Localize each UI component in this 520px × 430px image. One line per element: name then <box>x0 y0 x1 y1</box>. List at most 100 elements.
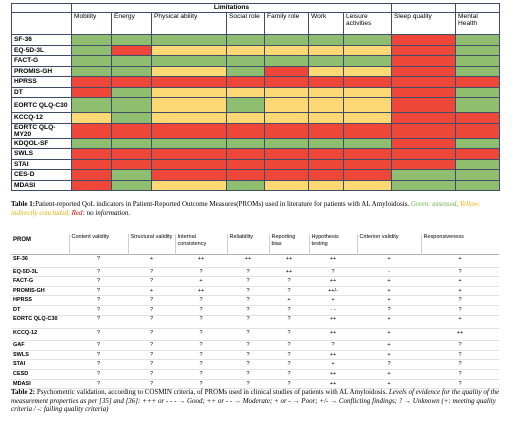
table-1-column-header: Sleep quality <box>391 12 457 35</box>
cell-no-information <box>226 148 265 160</box>
table-2-cell: ? <box>175 267 227 278</box>
table-2-cell: ? <box>269 276 309 287</box>
cell-assessed <box>111 65 152 77</box>
cell-indirect <box>151 86 227 98</box>
table-2-cell: ? <box>128 267 175 278</box>
table-1-row: HPRSS <box>11 76 501 88</box>
table-2-cell: ? <box>128 340 175 351</box>
table-2-cell: ? <box>69 359 128 370</box>
table-1-qol-indicators: Limitations Mobility Energy Physical abili… <box>11 3 501 191</box>
table-2-cell: + <box>269 295 309 306</box>
table-1-column-header: Family role <box>264 12 309 35</box>
table-2-row: SWLS????? ++ +? <box>11 350 499 361</box>
table-2-row: STAI????? +?? <box>11 359 499 370</box>
table-1-row-label: MDASI <box>11 179 72 191</box>
table-2-cell: ? <box>227 315 269 329</box>
cell-no-information <box>342 122 393 139</box>
table-2-cell: ++ <box>309 379 357 390</box>
table-2-cell: ? <box>357 305 421 316</box>
table-2-cell: ? <box>69 276 128 287</box>
cell-assessed <box>226 34 265 46</box>
table-1-row: DT <box>11 86 501 98</box>
table-2-cell: ++ <box>175 286 227 297</box>
table-2-cell: ++ <box>269 254 309 268</box>
table-2-cell: ? <box>269 350 309 361</box>
table-2-cell: ? <box>128 359 175 370</box>
cell-no-information <box>391 34 457 46</box>
cell-no-information <box>391 76 457 88</box>
table-2-cell: - - <box>309 305 357 316</box>
table-1-header-blank <box>455 3 501 13</box>
table-2-cell: ? <box>175 359 227 370</box>
table-1-row-label: FACT-G <box>11 55 72 67</box>
caption-1-text: Patient-reported QoL indicators in Patie… <box>35 200 410 208</box>
table-2-column-header: Structural validity <box>127 234 175 255</box>
cell-assessed <box>264 55 309 67</box>
cell-assessed <box>111 55 152 67</box>
cell-no-information <box>111 44 152 56</box>
table-1-header-blank <box>391 3 457 13</box>
cell-no-information <box>151 122 227 139</box>
cell-assessed <box>111 112 152 124</box>
table-1-row-label: CES-D <box>11 169 72 181</box>
cell-assessed <box>226 137 265 149</box>
table-2-row-label: EORTC QLQ-C30 <box>11 315 69 329</box>
caption-1-red-legend: Red: <box>71 208 85 217</box>
cell-no-information <box>111 148 152 160</box>
cell-no-information <box>111 158 152 170</box>
cell-no-information <box>342 158 393 170</box>
cell-no-information <box>391 44 457 56</box>
table-2-cell: ? <box>269 359 309 370</box>
table-1-column-header: Leisure activities <box>342 12 393 35</box>
table-2-cell: ++ <box>309 350 357 361</box>
cell-no-information <box>71 122 112 139</box>
table-2-column-header: Reliability <box>226 234 269 255</box>
cell-indirect <box>342 86 393 98</box>
cell-assessed <box>391 169 457 181</box>
cell-assessed <box>455 34 501 46</box>
table-2-cell: ? <box>269 369 309 380</box>
table-1-row-label: KDQOL-SF <box>11 137 72 149</box>
table-2-cell: ? <box>421 369 499 380</box>
cell-no-information <box>151 158 227 170</box>
cell-assessed <box>455 97 501 113</box>
table-2-cell: ? <box>69 350 128 361</box>
table-2-cell: ? <box>69 295 128 306</box>
table-2-cell: ? <box>421 305 499 316</box>
table-2-cell: ? <box>128 328 175 342</box>
cell-indirect <box>342 44 393 56</box>
table-2-cell: + <box>309 295 357 306</box>
table-1-row: SWLS <box>11 148 501 160</box>
cell-assessed <box>455 65 501 77</box>
table-2-cell: ++ <box>309 315 357 329</box>
cell-indirect <box>264 112 309 124</box>
table-1-column-header: Energy <box>111 12 152 35</box>
table-1-column-header: Mental Health <box>455 12 501 35</box>
table-2-cell: ? <box>227 276 269 287</box>
table-2-row-label: KCCQ-12 <box>11 328 69 342</box>
caption-1-green-legend: Green: assessed, <box>410 200 459 208</box>
cell-no-information <box>391 112 457 124</box>
cell-no-information <box>264 169 309 181</box>
cell-no-information <box>226 158 265 170</box>
table-2-cell: ? <box>69 340 128 351</box>
table-2-cell: ? <box>421 340 499 351</box>
cell-assessed <box>308 34 344 46</box>
table-1-caption: Table 1:Patient-reported QoL indicators … <box>11 200 507 217</box>
table-2-row: DT????? - -?? <box>11 305 499 316</box>
cell-assessed <box>151 137 227 149</box>
table-1-column-header: Physical ability <box>151 12 227 35</box>
table-1-row: KCCQ-12 <box>11 112 501 124</box>
cell-indirect <box>151 97 227 113</box>
table-2-cell: + <box>421 276 499 287</box>
table-2-cell: ++ <box>421 328 499 342</box>
table-2-cell: + <box>357 286 421 297</box>
cell-no-information <box>455 112 501 124</box>
cell-indirect <box>226 86 265 98</box>
table-2-row-label: PROMIS-GH <box>11 286 69 297</box>
cell-no-information <box>151 148 227 160</box>
cell-assessed <box>71 34 112 46</box>
table-2-row: EORTC QLQ-C30????? ++ + + <box>11 315 499 329</box>
cell-no-information <box>391 122 457 139</box>
table-2-row: HPRSS???? + + +? <box>11 295 499 306</box>
